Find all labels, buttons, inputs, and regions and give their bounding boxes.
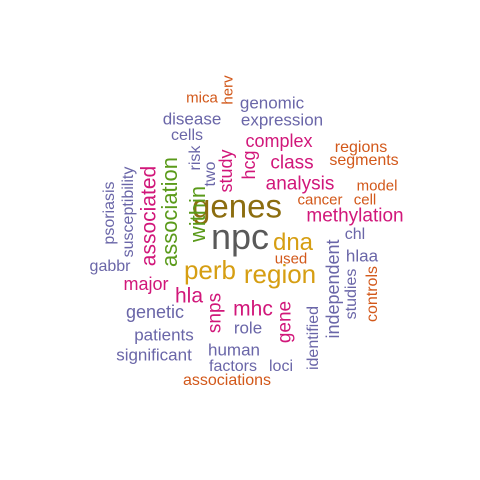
word-gabbr: gabbr bbox=[89, 258, 131, 275]
word-genes: genes bbox=[192, 187, 282, 225]
word-susceptibility: susceptibility bbox=[120, 166, 137, 258]
word-hcg: hcg bbox=[239, 150, 259, 180]
word-gene: gene bbox=[274, 300, 296, 344]
word-genomic: genomic bbox=[239, 93, 305, 113]
word-segments: segments bbox=[329, 152, 399, 169]
word-identified: identified bbox=[305, 305, 322, 371]
word-independent: independent bbox=[323, 239, 343, 339]
word-factors: factors bbox=[208, 358, 258, 375]
word-controls: controls bbox=[364, 265, 381, 323]
word-hlaa: hlaa bbox=[345, 246, 379, 266]
word-analysis: analysis bbox=[265, 173, 335, 195]
word-mica: mica bbox=[186, 89, 218, 107]
word-disease: disease bbox=[162, 109, 222, 129]
word-class: class bbox=[270, 152, 314, 174]
word-hla: hla bbox=[174, 284, 204, 308]
word-cancer: cancer bbox=[297, 191, 343, 209]
word-complex: complex bbox=[245, 131, 313, 151]
word-patients: patients bbox=[134, 325, 194, 345]
word-snps: snps bbox=[204, 292, 226, 334]
word-role: role bbox=[233, 318, 263, 338]
word-two: two bbox=[202, 161, 219, 187]
word-significant: significant bbox=[116, 345, 192, 365]
word-association: association bbox=[157, 156, 182, 268]
word-used: used bbox=[274, 250, 308, 268]
word-methylation: methylation bbox=[306, 205, 404, 227]
word-region: region bbox=[243, 259, 317, 289]
word-associations: associations bbox=[182, 372, 272, 389]
word-npc: npc bbox=[210, 216, 270, 257]
word-dna: dna bbox=[272, 229, 314, 256]
word-human: human bbox=[208, 340, 260, 360]
word-loci: loci bbox=[268, 358, 294, 375]
word-associated: associated bbox=[137, 165, 161, 267]
word-perb: perb bbox=[183, 255, 237, 285]
word-major: major bbox=[123, 274, 169, 294]
word-cells: cells bbox=[170, 127, 204, 144]
word-expression: expression bbox=[240, 110, 324, 130]
word-regions: regions bbox=[334, 139, 388, 156]
word-cell: cell bbox=[353, 191, 377, 209]
word-genetic: genetic bbox=[125, 302, 185, 322]
word-psoriasis: psoriasis bbox=[101, 181, 118, 245]
word-chl: chl bbox=[344, 226, 366, 243]
word-studies: studies bbox=[343, 268, 360, 320]
word-within: within bbox=[185, 185, 210, 243]
word-mhc: mhc bbox=[233, 297, 273, 321]
word-herv: herv bbox=[219, 75, 237, 105]
word-study: study bbox=[216, 149, 236, 193]
word-model: model bbox=[356, 177, 398, 195]
